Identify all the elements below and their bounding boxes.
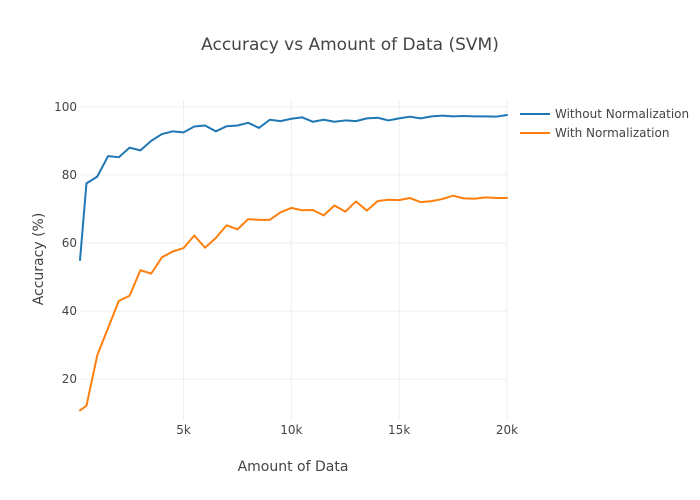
x-axis-title: Amount of Data bbox=[238, 459, 349, 475]
y-tick-label: 20 bbox=[62, 372, 77, 386]
legend[interactable]: Without Normalization With Normalization bbox=[520, 107, 689, 140]
series-line-with-normalization[interactable] bbox=[79, 194, 508, 412]
y-tick-label: 40 bbox=[62, 304, 77, 318]
chart-title: Accuracy vs Amount of Data (SVM) bbox=[201, 35, 499, 55]
x-tick-label: 10k bbox=[280, 423, 302, 437]
x-tick-label: 15k bbox=[388, 423, 410, 437]
y-tick-label: 80 bbox=[62, 168, 77, 182]
y-tick-label: 100 bbox=[54, 100, 77, 114]
gridlines bbox=[80, 100, 508, 420]
legend-label-without-normalization: Without Normalization bbox=[555, 107, 689, 121]
y-tick-label: 60 bbox=[62, 236, 77, 250]
x-tick-label: 20k bbox=[496, 423, 518, 437]
series-line-without-normalization[interactable] bbox=[79, 113, 508, 261]
legend-label-with-normalization: With Normalization bbox=[555, 126, 669, 140]
x-tick-label: 5k bbox=[176, 423, 191, 437]
y-axis-title: Accuracy (%) bbox=[31, 213, 47, 306]
legend-item-without-normalization[interactable]: Without Normalization bbox=[520, 107, 689, 121]
series-lines bbox=[79, 113, 508, 412]
axis-ticks: 5k 10k 15k 20k 20 40 60 80 100 bbox=[54, 100, 518, 437]
legend-item-with-normalization[interactable]: With Normalization bbox=[520, 126, 669, 140]
